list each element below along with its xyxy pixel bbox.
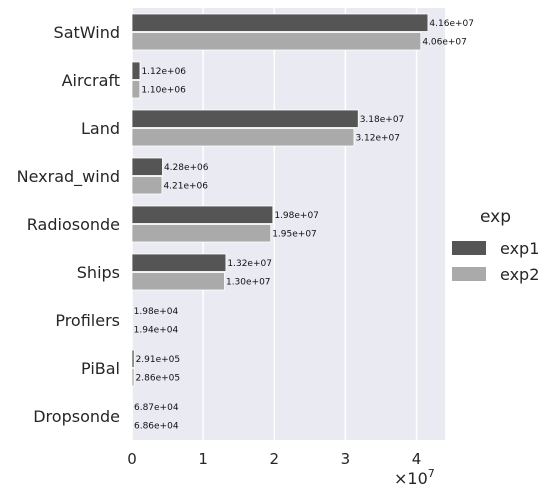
category-label-radiosonde: Radiosonde — [27, 215, 120, 234]
category-label-aircraft: Aircraft — [62, 71, 120, 90]
x-tick-label: 2 — [269, 450, 279, 468]
x-tick-label: 1 — [198, 450, 208, 468]
data-label-dropsonde-exp2: 6.86e+04 — [134, 421, 179, 431]
data-label-satwind-exp2: 4.06e+07 — [422, 37, 467, 47]
legend-label-exp2: exp2 — [500, 265, 539, 284]
data-label-land-exp2: 3.12e+07 — [355, 133, 400, 143]
x-offset-exponent: 7 — [428, 467, 435, 480]
legend-label-exp1: exp1 — [500, 239, 539, 258]
bar-land-exp1 — [131, 109, 359, 128]
bar-pibal-exp2 — [131, 368, 135, 387]
bar-nexrad-wind-exp1 — [131, 157, 163, 176]
data-label-ships-exp1: 1.32e+07 — [227, 259, 272, 269]
bar-ships-exp1 — [131, 253, 227, 272]
category-label-pibal: PiBal — [81, 359, 120, 378]
category-labels: SatWind Aircraft Land Nexrad_wind Radiosonde… — [17, 23, 120, 426]
category-label-land: Land — [81, 119, 120, 138]
data-label-nexrad-wind-exp1: 4.28e+06 — [164, 163, 209, 173]
legend-title: exp — [480, 207, 511, 227]
category-label-satwind: SatWind — [54, 23, 120, 42]
data-label-dropsonde-exp1: 6.87e+04 — [134, 403, 179, 413]
bar-satwind-exp2 — [131, 32, 422, 51]
bar-nexrad-wind-exp2 — [131, 176, 163, 195]
data-label-ships-exp2: 1.30e+07 — [226, 277, 271, 287]
x-tick-label: 0 — [127, 450, 137, 468]
category-label-dropsonde: Dropsonde — [33, 407, 120, 426]
legend: exp exp1 exp2 — [452, 207, 539, 284]
bar-radiosonde-exp2 — [131, 224, 272, 243]
x-tick-labels: 0 1 2 3 4 — [127, 450, 421, 468]
category-label-nexrad-wind: Nexrad_wind — [17, 167, 120, 187]
legend-swatch-exp1 — [452, 241, 486, 255]
bar-ships-exp2 — [131, 272, 225, 291]
data-label-aircraft-exp2: 1.10e+06 — [141, 85, 186, 95]
x-tick-label: 3 — [341, 450, 351, 468]
bar-pibal-exp1 — [131, 349, 135, 368]
data-label-radiosonde-exp2: 1.95e+07 — [272, 229, 317, 239]
bar-land-exp2 — [131, 128, 355, 147]
plot-background — [132, 8, 445, 440]
bar-satwind-exp1 — [131, 13, 429, 32]
bar-labels-group: 4.16e+07 4.06e+07 1.12e+06 1.10e+06 3.18e+07… — [134, 19, 474, 432]
data-label-land-exp1: 3.18e+07 — [360, 115, 405, 125]
category-label-profilers: Profilers — [55, 311, 120, 330]
data-label-nexrad-wind-exp2: 4.21e+06 — [163, 181, 208, 191]
bar-radiosonde-exp1 — [131, 205, 274, 224]
bar-aircraft-exp2 — [131, 80, 141, 99]
bars-group — [131, 13, 429, 435]
gridlines — [131, 8, 418, 440]
data-label-pibal-exp2: 2.86e+05 — [136, 373, 181, 383]
category-label-ships: Ships — [77, 263, 120, 282]
x-offset-text: ×107 — [394, 467, 435, 488]
x-tick-label: 4 — [412, 450, 422, 468]
data-label-profilers-exp1: 1.98e+04 — [134, 307, 179, 317]
bar-aircraft-exp1 — [131, 61, 141, 80]
data-label-radiosonde-exp1: 1.98e+07 — [274, 211, 319, 221]
data-label-aircraft-exp1: 1.12e+06 — [141, 67, 186, 77]
data-label-pibal-exp1: 2.91e+05 — [136, 355, 181, 365]
data-label-profilers-exp2: 1.94e+04 — [134, 325, 179, 335]
legend-swatch-exp2 — [452, 267, 486, 281]
data-label-satwind-exp1: 4.16e+07 — [429, 19, 474, 29]
